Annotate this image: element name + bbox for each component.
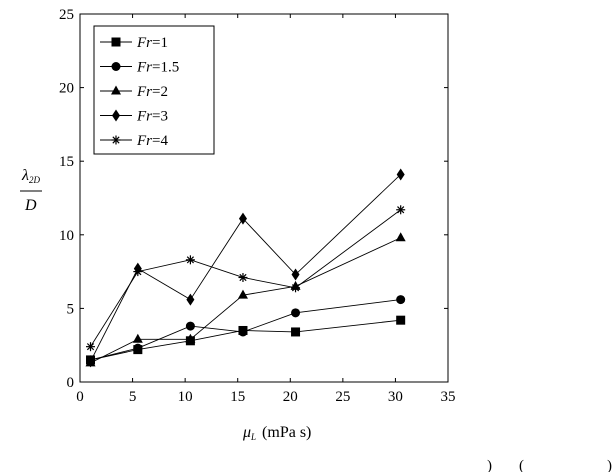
legend-item: Fr=1 [100,35,168,51]
data-point [185,333,196,343]
legend-item: Fr=2 [100,84,168,100]
series-layer [85,168,406,368]
data-point [291,283,301,293]
x-label-symbol: μ [242,424,251,441]
svg-text:μL(mPa s): μL (mPa s) [242,424,311,442]
legend-label: Fr=1 [136,35,168,51]
x-label-sub: L [250,432,256,442]
data-point [396,168,405,181]
legend-item: Fr=3 [100,109,168,125]
x-tick-label: 35 [441,389,456,405]
y-label-denominator: D [24,197,37,214]
footer-fragment-2: ( [519,458,524,472]
plot-frame [79,13,449,383]
series-line [90,209,401,347]
legend-marker [111,37,121,47]
x-label-unit: (mPa s) [262,424,311,441]
legend-marker [111,85,121,95]
x-tick-label: 20 [283,389,298,405]
legend-label: Fr=1.5 [136,60,179,76]
legend-label: Fr=2 [136,84,168,100]
legend-marker [112,109,120,122]
data-point [133,267,143,277]
x-tick-label: 15 [230,389,245,405]
data-point [396,295,406,305]
series-line [90,319,401,361]
data-point [238,272,248,282]
y-tick-label: 20 [59,81,74,97]
data-point [238,212,247,225]
legend-marker [111,62,121,71]
data-point [395,232,406,242]
y-tick-label: 0 [67,375,75,391]
data-point [291,308,301,318]
series-line [90,237,401,364]
data-point [396,205,406,215]
series-asterisk [86,205,406,352]
data-point [86,355,95,368]
x-tick-label: 10 [178,389,193,405]
data-point [237,289,248,299]
y-axis-label: λ2D D [20,167,42,214]
data-point [185,321,195,331]
footer-fragments: ) ( ) [487,458,612,472]
y-tick-label: 15 [59,154,74,170]
legend-label: Fr=4 [136,133,168,149]
data-point [291,327,301,337]
series-diamond [86,168,405,368]
svg-text:λ2D: λ2D [21,167,40,185]
y-label-numerator: λ [21,167,29,184]
x-axis-label: μL (mPa s) [242,424,311,442]
x-tick-label: 30 [388,389,403,405]
data-point [186,293,195,306]
legend-item: Fr=1.5 [100,60,179,76]
data-point [133,343,143,353]
x-tick-label: 25 [335,389,350,405]
footer-fragment-1: ) [487,458,492,472]
legend: Fr=1 Fr=1.5 Fr=2 Fr=3 Fr=4 [93,25,215,155]
data-point [238,327,248,337]
series-line [90,299,401,361]
series-square [86,315,406,365]
data-point [185,255,195,265]
y-label-numerator-sub: 2D [29,175,41,185]
data-point [291,268,300,281]
footer-fragment-3: ) [607,458,612,472]
x-tick-label: 5 [129,389,137,405]
y-tick-label: 25 [59,7,74,23]
legend-label: Fr=3 [136,109,168,125]
legend-marker [111,135,121,145]
data-point [132,333,143,343]
axis-ticks: 0 5 10 15 20 25 30 35 0 5 10 15 20 25 [59,7,456,405]
y-tick-label: 5 [67,301,75,317]
data-point [396,315,406,325]
data-point [86,342,96,352]
y-tick-label: 10 [59,228,74,244]
x-tick-label: 0 [76,389,84,405]
legend-item: Fr=4 [100,133,168,149]
